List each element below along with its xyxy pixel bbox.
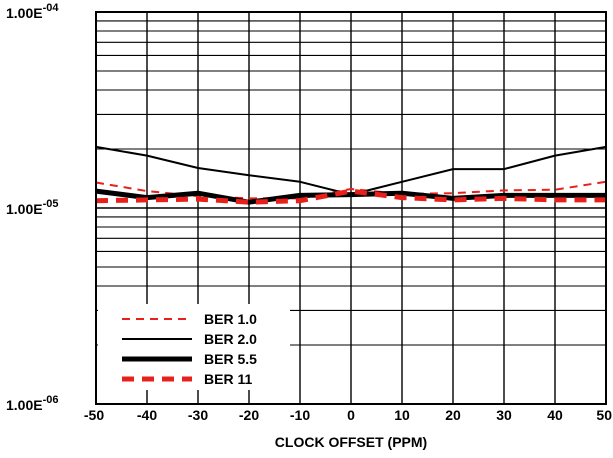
y-tick-label: 1.00E-06	[6, 394, 59, 413]
x-tick-label: 20	[445, 407, 461, 423]
x-tick-labels: -50 -40 -30 -20 -10 0 10 20 30 40 50	[84, 407, 612, 423]
x-tick-label: 10	[394, 407, 410, 423]
x-tick-label: 30	[496, 407, 512, 423]
y-tick-label: 1.00E-05	[6, 198, 59, 217]
x-tick-label: -20	[239, 407, 259, 423]
x-tick-label: 40	[547, 407, 563, 423]
plot-frame	[95, 11, 607, 405]
chart-series	[95, 145, 607, 205]
x-axis-title: CLOCK OFFSET (PPM)	[275, 434, 427, 450]
legend-label: BER 1.0	[204, 311, 257, 327]
x-tick-label: -40	[137, 407, 157, 423]
legend-label: BER 11	[204, 371, 252, 387]
plot-border	[95, 11, 607, 405]
legend-label: BER 2.0	[204, 331, 257, 347]
chart-legend: BER 1.0 BER 2.0 BER 5.5 BER 11	[122, 311, 257, 387]
series-line-ber-5-5	[95, 188, 606, 205]
y-tick-labels: 1.00E-04 1.00E-05 1.00E-06	[6, 2, 59, 413]
series-line-ber-11	[95, 188, 606, 205]
x-tick-label: -30	[188, 407, 208, 423]
y-tick-label: 1.00E-04	[6, 2, 59, 21]
legend-label: BER 5.5	[204, 351, 257, 367]
x-tick-label: 50	[596, 407, 612, 423]
x-tick-label: -50	[84, 407, 104, 423]
x-tick-label: -10	[290, 407, 310, 423]
x-tick-label: 0	[347, 407, 355, 423]
